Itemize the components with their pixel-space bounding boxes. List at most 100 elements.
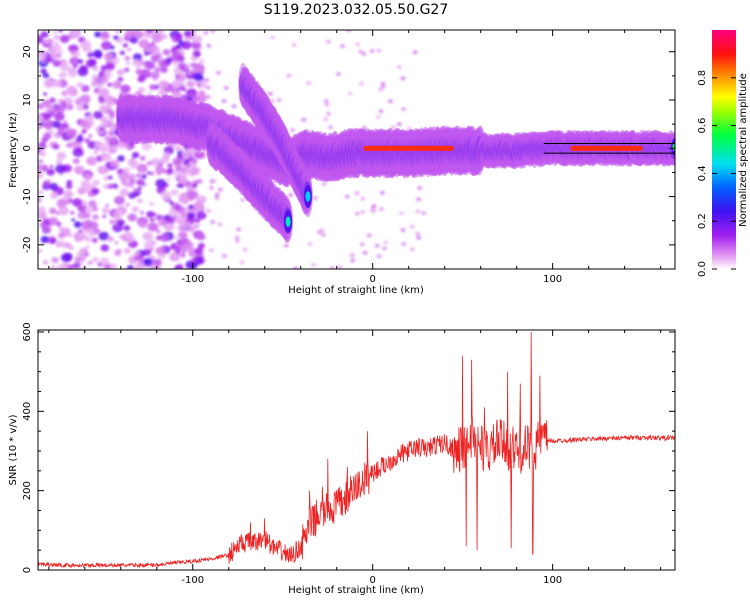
heatmap-noise-blob [328, 125, 334, 130]
heatmap-noise-blob [214, 192, 220, 197]
heatmap-noise-blob [38, 35, 44, 44]
heatmap-noise-blob [172, 157, 183, 166]
heatmap-noise-blob [120, 84, 131, 94]
heatmap-noise-blob [52, 143, 60, 150]
heatmap-noise-blob [311, 262, 317, 267]
heatmap-noise-blob [98, 126, 105, 132]
heatmap-noise-blob [80, 180, 92, 190]
heatmap-noise-blob [125, 202, 130, 207]
heatmap-noise-blob [151, 33, 163, 43]
heatmap-noise-blob [50, 192, 59, 199]
heatmap-noise-blob [211, 178, 217, 183]
heatmap-noise-blob [66, 179, 73, 185]
heatmap-noise-blob [147, 222, 159, 232]
colorbar-tick-label: 0.6 [697, 118, 708, 134]
heatmap-noise-blob [160, 66, 168, 73]
heatmap-noise-blob [155, 235, 162, 241]
heatmap-noise-blob [135, 69, 141, 75]
heatmap-noise-blob [59, 71, 68, 79]
heatmap-noise-blob [97, 165, 108, 175]
heatmap-noise-blob [267, 91, 273, 96]
heatmap-noise-blob [337, 265, 343, 269]
heatmap-noise-blob [105, 203, 109, 207]
colorbar-ticks: 0.00.20.40.60.8 [697, 70, 736, 277]
heatmap-noise-blob [49, 207, 57, 215]
heatmap-noise-blob [412, 50, 418, 55]
heatmap-noise-blob [149, 217, 155, 222]
heatmap-noise-blob [178, 194, 190, 204]
heatmap-noise-blob [83, 212, 91, 219]
heatmap-noise-blob [91, 179, 100, 187]
heatmap-noise-blob [401, 241, 407, 246]
x-tick-label: 0 [370, 575, 376, 586]
spectrogram-xlabel: Height of straight line (km) [288, 285, 424, 296]
heatmap-noise-blob [214, 195, 220, 200]
heatmap-cell [672, 142, 675, 151]
heatmap-noise-blob [51, 43, 62, 53]
heatmap-noise-blob [369, 49, 375, 54]
heatmap-noise-blob [194, 247, 204, 255]
heatmap-noise-blob [323, 98, 329, 103]
heatmap-noise-blob [209, 185, 215, 190]
heatmap-noise-blob [59, 34, 70, 44]
heatmap-noise-blob [178, 183, 184, 189]
heatmap-noise-blob [110, 45, 115, 50]
heatmap-noise-blob [46, 168, 55, 176]
heatmap-noise-blob [240, 197, 246, 202]
heatmap-noise-blob [87, 228, 94, 234]
snr-ylabel: SNR (10 * v/v) [8, 414, 19, 485]
heatmap-noise-blob [175, 256, 181, 261]
heatmap-noise-blob [194, 150, 204, 159]
heatmap-noise-blob [107, 183, 114, 189]
heatmap-noise-blob [153, 258, 162, 266]
heatmap-noise-blob [123, 225, 131, 232]
y-tick-label: -20 [22, 237, 33, 253]
y-tick-label: 10 [22, 94, 33, 107]
heatmap-hot-segment [363, 145, 454, 151]
heatmap-noise-blob [101, 41, 112, 51]
heatmap-noise-blob [145, 61, 156, 70]
heatmap-noise-blob [113, 98, 118, 103]
heatmap-noise-blob [137, 75, 146, 83]
heatmap-noise-blob [90, 79, 100, 87]
heatmap-noise-blob [415, 209, 421, 214]
x-tick-label: 0 [370, 274, 376, 285]
heatmap-noise-blob [135, 187, 141, 192]
heatmap-cell [285, 216, 291, 227]
heatmap-noise-blob [60, 100, 67, 106]
heatmap-noise-blob [138, 263, 146, 269]
heatmap-noise-blob [400, 228, 406, 233]
heatmap-noise-blob [112, 183, 118, 189]
heatmap-noise-blob [320, 232, 326, 237]
heatmap-noise-blob [124, 55, 131, 61]
colorbar-tick-label: 0.4 [697, 165, 708, 181]
heatmap-noise-blob [110, 159, 120, 168]
heatmap-noise-blob [377, 88, 383, 93]
heatmap-ridge [238, 62, 313, 218]
heatmap-noise-blob [123, 231, 133, 239]
heatmap-noise-blob [98, 88, 110, 98]
heatmap-noise-blob [117, 76, 124, 82]
heatmap-noise-blob [100, 119, 109, 127]
heatmap-noise-blob [102, 214, 107, 219]
heatmap-noise-blob [360, 209, 366, 214]
heatmap-noise-blob [74, 256, 82, 263]
heatmap-noise-blob [68, 233, 74, 238]
heatmap-noise-blob [93, 49, 103, 58]
heatmap-noise-blob [142, 218, 149, 224]
heatmap-noise-blob [91, 187, 100, 195]
heatmap-noise-blob [192, 34, 203, 44]
heatmap-noise-blob [158, 59, 169, 68]
heatmap-noise-blob [124, 146, 129, 150]
heatmap-noise-blob [375, 115, 381, 120]
heatmap-noise-blob [107, 175, 113, 180]
heatmap-noise-blob [38, 196, 42, 204]
heatmap-noise-blob [56, 239, 65, 247]
heatmap-noise-blob [38, 190, 44, 195]
heatmap-noise-blob [87, 51, 94, 58]
heatmap-noise-blob [376, 48, 382, 53]
heatmap-noise-blob [236, 227, 242, 232]
